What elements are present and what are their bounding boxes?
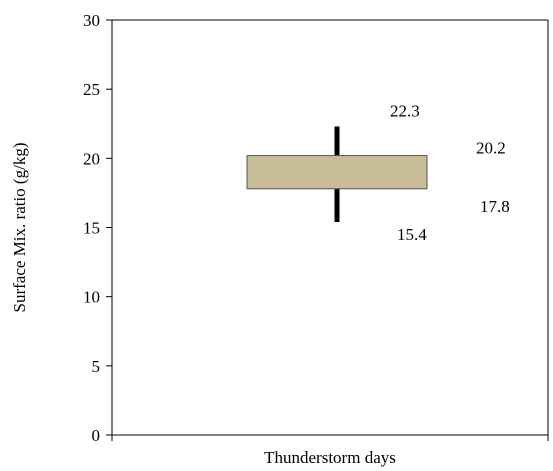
y-tick-label-0: 0 (92, 426, 101, 445)
y-tick-label-25: 25 (83, 80, 100, 99)
y-axis-ticks (106, 19, 112, 436)
y-axis-title: Surface Mix. ratio (g/kg) (10, 143, 29, 313)
y-tick-label-20: 20 (83, 149, 100, 168)
interquartile-box (246, 155, 428, 190)
q3-label: 20.2 (476, 139, 506, 158)
whisker-low-label: 15.4 (397, 225, 427, 244)
q1-label: 17.8 (480, 197, 510, 216)
y-tick-label-5: 5 (92, 357, 101, 376)
y-axis-tick-labels: 0 5 10 15 20 25 30 (83, 11, 100, 445)
y-tick-label-30: 30 (83, 11, 100, 30)
y-tick-label-15: 15 (83, 219, 100, 238)
whisker-high-label: 22.3 (390, 102, 420, 121)
x-axis-title: Thunderstorm days (264, 448, 396, 467)
y-tick-label-10: 10 (83, 288, 100, 307)
